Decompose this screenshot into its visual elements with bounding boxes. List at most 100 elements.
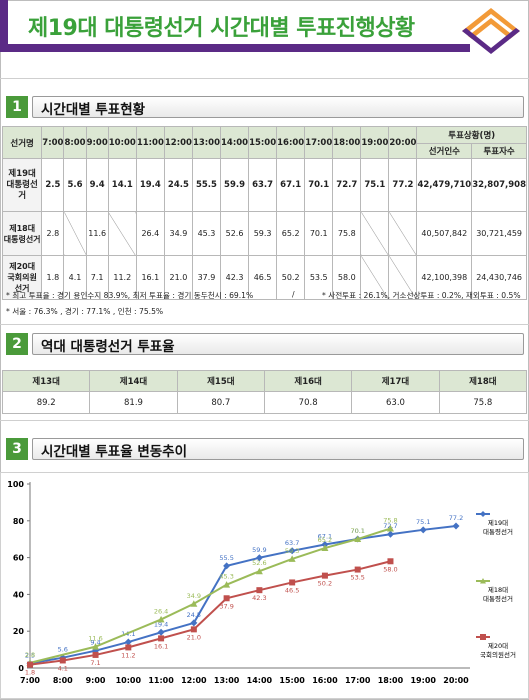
turnout-cell: 77.2	[388, 158, 418, 212]
data-point	[452, 522, 460, 530]
section-title: 시간대별 투표현황	[41, 102, 146, 118]
x-tick-label: 15:00	[279, 676, 305, 685]
data-label: 37.9	[219, 602, 233, 610]
note-early-voting: * 사전투표 : 26.1%, 거소선상투표 : 0.2%, 재외투표 : 0.…	[322, 291, 521, 300]
turnout-count-cell: 30,721,459	[471, 211, 527, 256]
col-header-time: 14:00	[219, 126, 250, 159]
empty-cell	[107, 211, 137, 256]
turnout-cell: 19.4	[135, 158, 165, 212]
y-tick-label: 0	[18, 664, 24, 673]
section-2-header: 2 역대 대통령선거 투표율	[6, 333, 524, 355]
turnout-cell: 11.6	[85, 211, 109, 256]
data-point	[255, 567, 263, 575]
turnout-cell: 52.6	[219, 211, 250, 256]
turnout-cell: 67.1	[276, 158, 306, 212]
turnout-cell: 5.6	[63, 158, 87, 212]
y-tick-label: 20	[13, 627, 25, 636]
data-point	[190, 600, 198, 607]
data-label: 16.1	[154, 642, 168, 650]
data-label: 19.4	[154, 620, 168, 628]
table-cell: 63.0	[351, 391, 440, 414]
x-tick-label: 9:00	[86, 676, 106, 685]
y-tick-label: 40	[13, 590, 25, 599]
x-tick-label: 13:00	[214, 676, 240, 685]
row-name-line: 국회의원	[7, 273, 37, 282]
data-label: 55.5	[219, 554, 233, 562]
voters-cell: 40,507,842	[416, 211, 473, 256]
table-cell: 75.8	[438, 391, 528, 414]
section-title: 역대 대통령선거 투표율	[41, 339, 175, 355]
data-point	[387, 558, 394, 565]
x-tick-label: 19:00	[410, 676, 436, 685]
section-number: 2	[6, 333, 28, 355]
col-header-turnout: 투표자수	[471, 143, 527, 159]
row-election-name: 제19대 대통령선거	[1, 158, 43, 212]
y-tick-label: 80	[13, 517, 25, 526]
row-name-line: 제20대	[9, 262, 36, 271]
table-cell: 89.2	[1, 391, 91, 414]
legend-label: 대통령선거	[483, 527, 513, 536]
table-row: 제20대 국회의원 선거 1.8 4.1 7.1 11.2 16.1 21.0 37.9 42.3 4…	[1, 255, 527, 300]
data-point	[124, 638, 132, 646]
data-point	[223, 581, 231, 588]
data-label: 26.4	[154, 607, 168, 615]
data-point	[125, 644, 132, 651]
col-header: 제15대	[176, 370, 265, 392]
turnout-cell: 75.1	[360, 158, 390, 212]
data-label: 77.2	[449, 514, 463, 522]
col-header-time: 13:00	[191, 126, 222, 159]
data-point	[223, 562, 231, 570]
table-row: 제19대 대통령선거 2.5 5.6 9.4 14.1 19.4 24.5 55.5 59.9 63…	[1, 158, 527, 212]
data-point	[223, 595, 230, 602]
x-tick-label: 14:00	[247, 676, 273, 685]
data-point	[255, 554, 263, 562]
data-label: 75.1	[416, 518, 430, 526]
data-point	[27, 661, 33, 668]
legend-label: 대통령선거	[483, 594, 513, 603]
turnout-cell: 11.2	[107, 255, 137, 300]
col-header-status: 투표상황(명)	[416, 126, 527, 144]
section-title: 시간대별 투표율 변동추이	[41, 444, 188, 460]
col-header-time: 7:00	[41, 126, 65, 159]
data-label: 67.1	[318, 533, 332, 541]
x-tick-label: 10:00	[116, 676, 142, 685]
section-title-box: 시간대별 투표현황	[32, 96, 524, 118]
turnout-cell: 75.8	[332, 211, 362, 256]
data-label: 59.3	[285, 547, 299, 555]
note-highest-lowest: * 최고 투표율 : 경기 용인수지 83.9%, 최저 투표율 : 경기 동두…	[6, 291, 254, 300]
divider	[0, 324, 529, 325]
turnout-cell: 16.1	[135, 255, 165, 300]
data-label: 53.5	[350, 574, 364, 582]
col-header: 제14대	[89, 370, 178, 392]
data-point	[386, 525, 394, 532]
data-point	[157, 628, 165, 636]
chart-border	[0, 472, 529, 699]
turnout-cell: 55.5	[191, 158, 222, 212]
col-header-time: 16:00	[276, 126, 306, 159]
x-tick-label: 20:00	[443, 676, 469, 685]
turnout-cell: 2.8	[41, 211, 65, 256]
turnout-count-cell: 32,807,908	[471, 158, 527, 212]
data-label: 42.3	[252, 594, 266, 602]
data-point	[157, 615, 165, 623]
empty-cell	[360, 211, 390, 256]
turnout-cell: 9.4	[85, 158, 109, 212]
turnout-cell: 24.5	[163, 158, 193, 212]
col-header: 제13대	[1, 370, 91, 392]
data-point	[354, 566, 361, 573]
divider	[0, 420, 529, 421]
data-label: 70.1	[350, 527, 364, 535]
col-header-time: 20:00	[388, 126, 418, 159]
data-label: 34.9	[187, 592, 201, 600]
data-point	[92, 651, 99, 658]
turnout-by-time-table: 선거명 7:00 8:00 9:00 10:00 11:00 12:00 13:…	[1, 126, 527, 300]
turnout-cell: 26.4	[135, 211, 165, 256]
legend-marker	[480, 634, 486, 640]
col-header-election: 선거명	[1, 126, 43, 159]
y-tick-label: 60	[13, 554, 25, 563]
page-title: 제19대 대통령선거 시간대별 투표진행상황	[28, 16, 415, 41]
data-label: 63.7	[285, 539, 299, 547]
header-accent-bar	[0, 0, 8, 52]
data-point	[386, 530, 394, 538]
note-separator: /	[292, 290, 295, 299]
